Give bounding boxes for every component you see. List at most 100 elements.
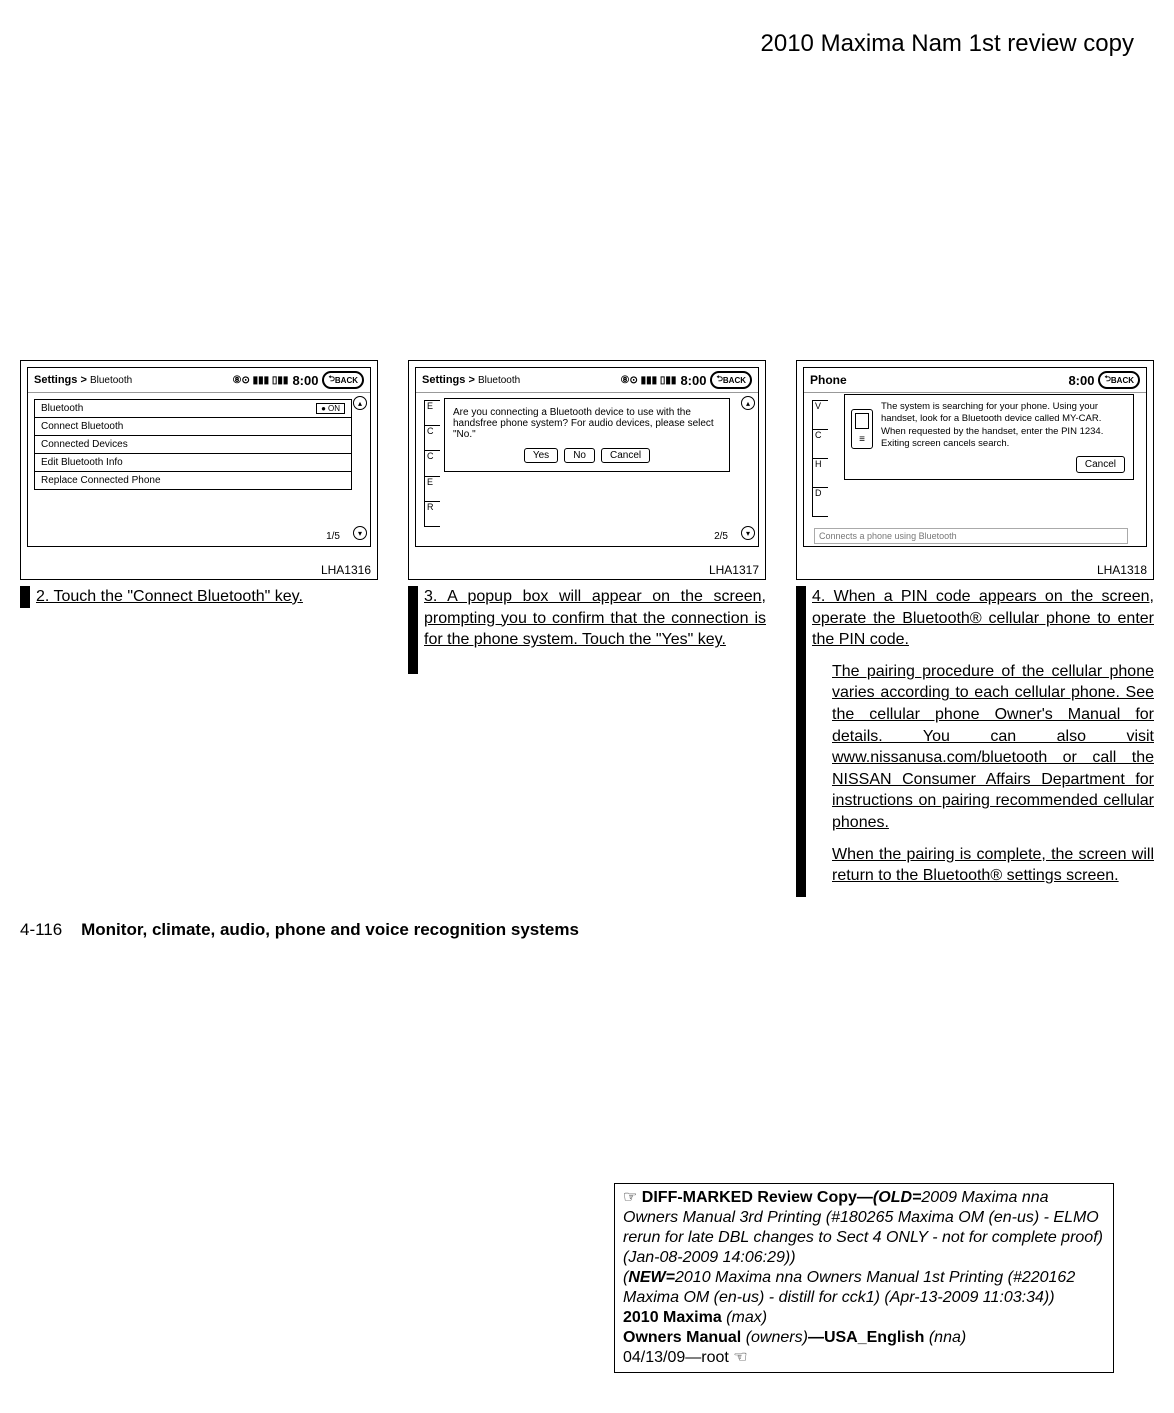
menu-label: Bluetooth xyxy=(41,403,83,414)
scroll-arrows: ▴ ▾ xyxy=(353,396,367,540)
popup-text: Are you connecting a Bluetooth device to… xyxy=(453,407,721,440)
back-button[interactable]: ⮌BACK xyxy=(1098,371,1140,389)
back-button[interactable]: ⮌BACK xyxy=(322,371,364,389)
page-number: 4-116 xyxy=(20,920,62,939)
instruction-1: 2. Touch the "Connect Bluetooth" key. xyxy=(20,586,378,608)
figure-label: LHA1318 xyxy=(1097,563,1147,577)
time-label: 8:00 xyxy=(292,373,318,388)
cancel-button[interactable]: Cancel xyxy=(601,448,650,463)
scroll-arrows: ▴ ▾ xyxy=(741,396,755,540)
model-code: (max) xyxy=(722,1309,767,1326)
lang-code: (nna) xyxy=(924,1329,966,1346)
menu-item-edit-info[interactable]: Edit Bluetooth Info xyxy=(34,453,352,472)
confirm-popup: Are you connecting a Bluetooth device to… xyxy=(444,398,730,472)
bg-item: E xyxy=(424,400,440,426)
figure-2: Settings > Bluetooth ⑧⊙ ▮▮▮ ▯▮▮ 8:00 ⮌BA… xyxy=(408,360,766,580)
background-menu: E C C E R xyxy=(424,400,440,526)
bg-item: C xyxy=(812,429,828,459)
on-toggle[interactable]: ● ON xyxy=(316,403,345,414)
status-cluster: 8:00 ⮌BACK xyxy=(1068,371,1140,389)
new-label: NEW= xyxy=(628,1269,675,1286)
screen-footer-text: Connects a phone using Bluetooth xyxy=(814,528,1128,544)
search-popup: The system is searching for your phone. … xyxy=(844,394,1134,480)
page-indicator: 1/5 xyxy=(326,531,340,542)
figure-3: Phone 8:00 ⮌BACK V C H D The system is s… xyxy=(796,360,1154,580)
column-2: Settings > Bluetooth ⑧⊙ ▮▮▮ ▯▮▮ 8:00 ⮌BA… xyxy=(408,360,766,897)
figure-label: LHA1317 xyxy=(709,563,759,577)
instruction-text: 2. Touch the "Connect Bluetooth" key. xyxy=(36,586,303,608)
breadcrumb-sub: Bluetooth xyxy=(90,375,132,386)
no-button[interactable]: No xyxy=(564,448,595,463)
menu-item-connect[interactable]: Connect Bluetooth xyxy=(34,417,352,436)
figure-label: LHA1316 xyxy=(321,563,371,577)
instruction-text: 4. When a PIN code appears on the screen… xyxy=(812,586,1154,897)
manual-code: (owners) xyxy=(741,1329,808,1346)
status-icons: ⑧⊙ ▮▮▮ ▯▮▮ xyxy=(621,375,677,386)
revision-bar xyxy=(408,586,418,674)
instruction-3: 4. When a PIN code appears on the screen… xyxy=(796,586,1154,897)
time-label: 8:00 xyxy=(680,373,706,388)
doc-header-title: 2010 Maxima Nam 1st review copy xyxy=(761,30,1134,58)
scroll-down-icon[interactable]: ▾ xyxy=(741,526,755,540)
screen-2-header: Settings > Bluetooth ⑧⊙ ▮▮▮ ▯▮▮ 8:00 ⮌BA… xyxy=(416,368,758,393)
breadcrumb: Settings > Bluetooth xyxy=(422,374,520,386)
scroll-down-icon[interactable]: ▾ xyxy=(353,526,367,540)
instruction-p1: 4. When a PIN code appears on the screen… xyxy=(812,586,1154,651)
status-cluster: ⑧⊙ ▮▮▮ ▯▮▮ 8:00 ⮌BACK xyxy=(621,371,752,389)
popup-text: The system is searching for your phone. … xyxy=(881,401,1125,450)
scroll-up-icon[interactable]: ▴ xyxy=(353,396,367,410)
back-button[interactable]: ⮌BACK xyxy=(710,371,752,389)
old-label: (OLD= xyxy=(873,1189,921,1206)
column-1: Settings > Bluetooth ⑧⊙ ▮▮▮ ▯▮▮ 8:00 ⮌BA… xyxy=(20,360,378,897)
popup-buttons: Yes No Cancel xyxy=(453,448,721,463)
screen-3-header: Phone 8:00 ⮌BACK xyxy=(804,368,1146,393)
scroll-up-icon[interactable]: ▴ xyxy=(741,396,755,410)
bg-item: V xyxy=(812,400,828,430)
menu-item-replace-phone[interactable]: Replace Connected Phone xyxy=(34,471,352,490)
bg-item: D xyxy=(812,487,828,517)
bg-item: H xyxy=(812,458,828,488)
breadcrumb-main: Settings > xyxy=(34,374,87,386)
menu-item-bluetooth[interactable]: Bluetooth ● ON xyxy=(34,399,352,418)
bg-item: E xyxy=(424,476,440,502)
menu-item-connected-devices[interactable]: Connected Devices xyxy=(34,435,352,454)
three-column-layout: Settings > Bluetooth ⑧⊙ ▮▮▮ ▯▮▮ 8:00 ⮌BA… xyxy=(20,360,1154,897)
instruction-p3: When the pairing is complete, the screen… xyxy=(812,844,1154,887)
status-cluster: ⑧⊙ ▮▮▮ ▯▮▮ 8:00 ⮌BACK xyxy=(233,371,364,389)
status-icons: ⑧⊙ ▮▮▮ ▯▮▮ xyxy=(233,375,289,386)
revision-bar xyxy=(20,586,30,608)
breadcrumb-main: Settings > xyxy=(422,374,475,386)
instruction-p2: The pairing procedure of the cellular ph… xyxy=(812,661,1154,834)
lang-label: —USA_English xyxy=(808,1329,924,1346)
date-root: 04/13/09—root ☜ xyxy=(623,1349,748,1366)
revision-bar xyxy=(796,586,806,897)
diff-marked-label: DIFF-MARKED Review Copy— xyxy=(642,1189,873,1206)
screen-2: Settings > Bluetooth ⑧⊙ ▮▮▮ ▯▮▮ 8:00 ⮌BA… xyxy=(415,367,759,547)
screen-3: Phone 8:00 ⮌BACK V C H D The system is s… xyxy=(803,367,1147,547)
bg-item: C xyxy=(424,425,440,451)
breadcrumb: Settings > Bluetooth xyxy=(34,374,132,386)
bg-item: R xyxy=(424,501,440,527)
screen-1: Settings > Bluetooth ⑧⊙ ▮▮▮ ▯▮▮ 8:00 ⮌BA… xyxy=(27,367,371,547)
screen-title: Phone xyxy=(810,373,847,387)
figure-1: Settings > Bluetooth ⑧⊙ ▮▮▮ ▯▮▮ 8:00 ⮌BA… xyxy=(20,360,378,580)
cancel-button[interactable]: Cancel xyxy=(1076,456,1125,473)
instruction-text: 3. A popup box will appear on the screen… xyxy=(424,586,766,674)
manual-label: Owners Manual xyxy=(623,1329,741,1346)
page-indicator: 2/5 xyxy=(714,531,728,542)
section-title: Monitor, climate, audio, phone and voice… xyxy=(81,920,579,939)
breadcrumb-sub: Bluetooth xyxy=(478,375,520,386)
pointing-hand-icon: ☞ xyxy=(623,1189,642,1206)
menu-list: Bluetooth ● ON Connect Bluetooth Connect… xyxy=(34,399,352,490)
yes-button[interactable]: Yes xyxy=(524,448,558,463)
column-3: Phone 8:00 ⮌BACK V C H D The system is s… xyxy=(796,360,1154,897)
bg-item: C xyxy=(424,450,440,476)
instruction-2: 3. A popup box will appear on the screen… xyxy=(408,586,766,674)
background-menu: V C H D xyxy=(812,400,828,516)
model-label: 2010 Maxima xyxy=(623,1309,722,1326)
phone-icon xyxy=(851,409,873,449)
new-desc: 2010 Maxima nna Owners Manual 1st Printi… xyxy=(623,1269,1075,1306)
time-label: 8:00 xyxy=(1068,373,1094,388)
section-footer: 4-116 Monitor, climate, audio, phone and… xyxy=(20,920,579,940)
popup-buttons: Cancel xyxy=(881,456,1125,473)
